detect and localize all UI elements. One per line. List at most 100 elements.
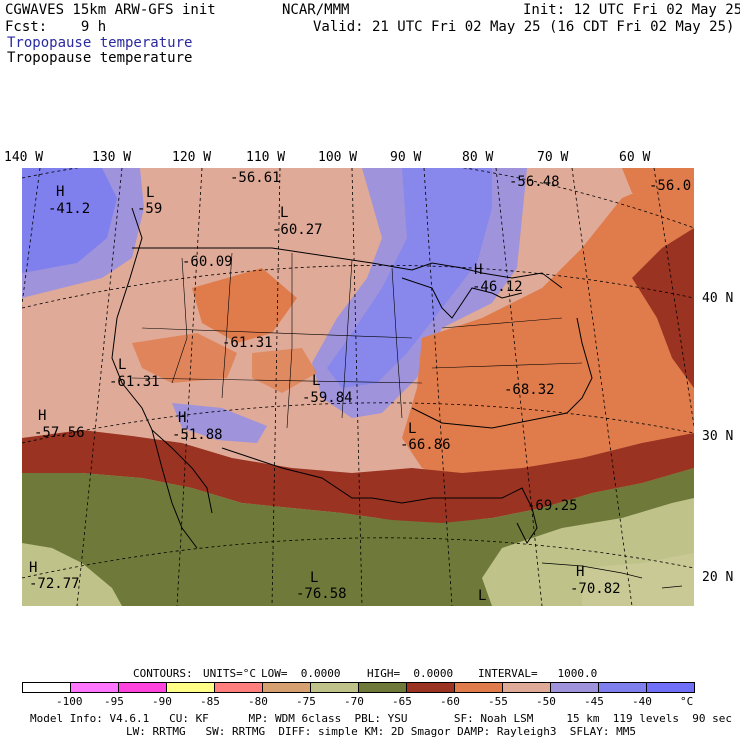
fill-region (22, 430, 694, 523)
extremum-marker: H (474, 262, 483, 278)
extremum-marker: L (280, 205, 289, 221)
lat-label: 20 N (702, 570, 734, 585)
lat-label: 30 N (702, 429, 734, 444)
extremum-value: -59 (137, 201, 163, 217)
colorbar-tick-label: -45 (584, 695, 604, 708)
fill-region (252, 348, 317, 393)
extremum-value: -56.61 (230, 170, 281, 186)
extremum-marker: H (576, 564, 585, 580)
fill-region (632, 228, 694, 388)
field-title: Tropopause temperature (7, 50, 193, 66)
lon-label: 100 W (318, 150, 358, 165)
fill-region (622, 168, 694, 198)
colorbar-swatch (118, 682, 167, 693)
extremum-value: -57.56 (34, 425, 85, 441)
extremum-value: -60.09 (182, 254, 233, 270)
extremum-marker: H (29, 560, 38, 576)
lon-label: 110 W (246, 150, 286, 165)
colorbar-tick-label: -80 (248, 695, 268, 708)
extremum-value: -72.77 (29, 576, 80, 592)
colorbar-tick-label: -70 (344, 695, 364, 708)
extremum-value: -70.82 (570, 581, 621, 597)
extremum-marker: L (312, 373, 321, 389)
extremum-value: -60.27 (272, 222, 323, 238)
extremum-value: -68.32 (504, 382, 555, 398)
colorbar-swatch (70, 682, 119, 693)
colorbar-swatch (406, 682, 455, 693)
colorbar-swatch (262, 682, 311, 693)
model-title: CGWAVES 15km ARW-GFS init (5, 2, 216, 18)
low-label: LOW= 0.0000 (261, 667, 341, 680)
colorbar-tick-label: -40 (632, 695, 652, 708)
fill-region (327, 168, 492, 388)
init-time: Init: 12 UTC Fri 02 May 25 (523, 2, 740, 18)
lon-label: 80 W (462, 150, 494, 165)
colorbar-tick-label: -100 (56, 695, 83, 708)
colorbar-tick-label: -85 (200, 695, 220, 708)
extremum-value: -59.84 (302, 390, 353, 406)
extremum-marker: H (178, 410, 187, 426)
colorbar-swatch (358, 682, 407, 693)
model-info-line: Model Info: V4.6.1 CU: KF MP: WDM 6class… (30, 712, 732, 725)
lat-label: 40 N (702, 291, 734, 306)
extremum-value: -51.88 (172, 427, 223, 443)
forecast-hour: Fcst: 9 h (5, 19, 107, 35)
interval-label: INTERVAL= 1000.0 (478, 667, 598, 680)
fill-region (402, 168, 694, 503)
extremum-marker: L (310, 570, 319, 586)
state-borders (131, 252, 583, 429)
extremum-value: -61.31 (109, 374, 160, 390)
lon-label: 60 W (619, 150, 651, 165)
extremum-marker: H (56, 184, 65, 200)
colorbar-tick-label: -75 (296, 695, 316, 708)
islands (541, 562, 683, 589)
fill-region (22, 168, 117, 273)
colorbar-swatch (166, 682, 215, 693)
colorbar-swatch (598, 682, 647, 693)
contours-label: CONTOURS: (133, 667, 193, 680)
lon-label: 140 W (4, 150, 44, 165)
fill-region (172, 403, 267, 443)
colorbar-swatch (550, 682, 599, 693)
extremum-marker: L (478, 588, 487, 604)
fill-region (582, 553, 694, 606)
valid-time: Valid: 21 UTC Fri 02 May 25 (16 CDT Fri … (313, 19, 735, 35)
lon-label: 90 W (390, 150, 422, 165)
high-label: HIGH= 0.0000 (367, 667, 454, 680)
extremum-value: -61.31 (222, 335, 273, 351)
lon-label: 70 W (537, 150, 569, 165)
colorbar-tick-label: -60 (440, 695, 460, 708)
coastlines (111, 207, 593, 549)
colorbar-swatch (214, 682, 263, 693)
colorbar-swatch (310, 682, 359, 693)
org-label: NCAR/MMM (282, 2, 350, 18)
colorbar-tick-label: -50 (536, 695, 556, 708)
extremum-value: -66.86 (400, 437, 451, 453)
colorbar-swatch (454, 682, 503, 693)
colorbar-swatch (646, 682, 695, 693)
colorbar-tick-label: °C (680, 695, 694, 708)
field-title-blue: Tropopause temperature (7, 35, 193, 51)
colorbar-tick-label: -90 (152, 695, 172, 708)
extremum-marker: L (146, 185, 155, 201)
extremum-value: -41.2 (48, 201, 91, 217)
extremum-value: -56.0 (649, 178, 692, 194)
lon-label: 130 W (92, 150, 132, 165)
colorbar-tick-label: -55 (488, 695, 508, 708)
extremum-marker: L (408, 421, 417, 437)
units-label: UNITS=°C (203, 667, 256, 680)
extremum-value: -69.25 (527, 498, 578, 514)
extremum-marker: H (38, 408, 47, 424)
extremum-marker: L (118, 357, 127, 373)
fill-region (192, 268, 297, 343)
colorbar-swatch (22, 682, 71, 693)
colorbar-swatch (502, 682, 551, 693)
extremum-value: -76.58 (296, 586, 347, 602)
fill-region (22, 543, 122, 606)
tropopause-temperature-map (22, 168, 694, 606)
colorbar-tick-label: -65 (392, 695, 412, 708)
extremum-value: -46.12 (472, 279, 523, 295)
extremum-value: -56.48 (509, 174, 560, 190)
lat-lon-grid (22, 168, 694, 606)
physics-info-line: LW: RRTMG SW: RRTMG DIFF: simple KM: 2D … (126, 725, 636, 738)
